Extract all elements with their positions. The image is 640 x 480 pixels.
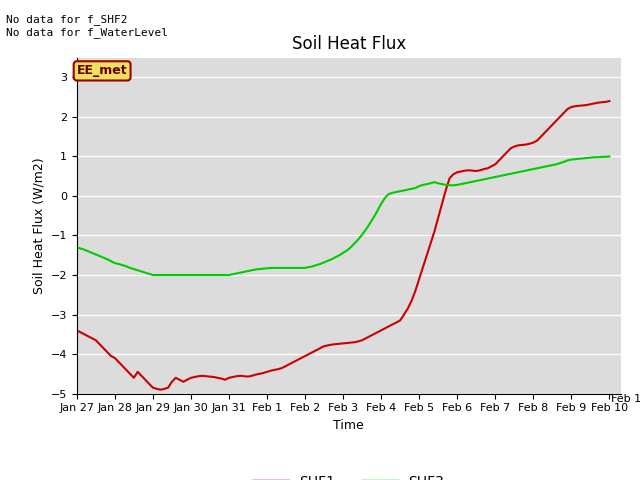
Text: Feb 11: Feb 11: [611, 394, 640, 404]
Text: EE_met: EE_met: [77, 64, 127, 77]
Text: No data for f_SHF2
No data for f_WaterLevel: No data for f_SHF2 No data for f_WaterLe…: [6, 14, 168, 38]
X-axis label: Time: Time: [333, 419, 364, 432]
Y-axis label: Soil Heat Flux (W/m2): Soil Heat Flux (W/m2): [32, 157, 45, 294]
Legend: SHF1, SHF3: SHF1, SHF3: [248, 469, 450, 480]
Title: Soil Heat Flux: Soil Heat Flux: [292, 35, 406, 53]
